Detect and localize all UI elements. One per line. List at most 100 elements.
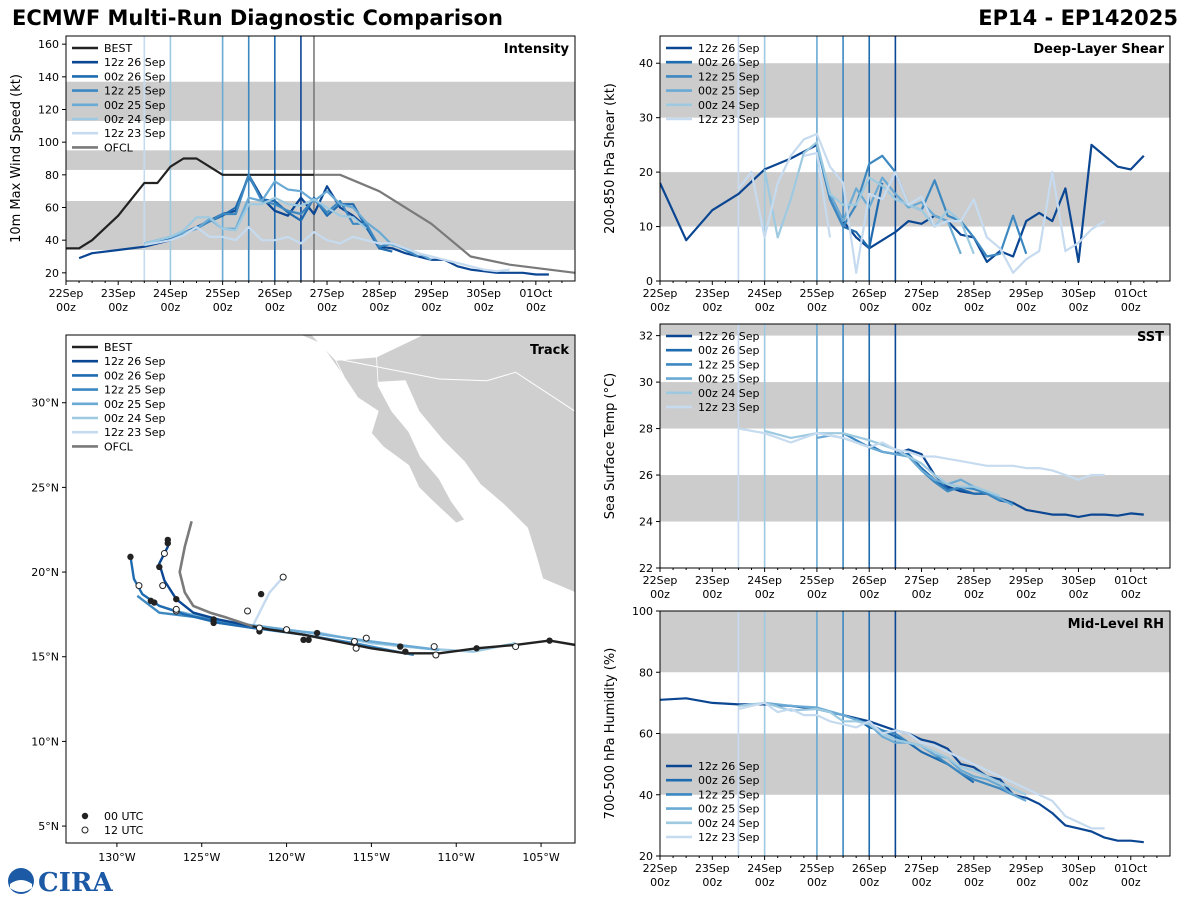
legend-label: 00z 25 Sep <box>698 373 760 386</box>
panel-title: Intensity <box>504 42 570 57</box>
y-tick-label: 20 <box>45 267 59 280</box>
marker-12utc <box>159 582 167 590</box>
marker-12utc <box>279 573 287 581</box>
cira-logo: CIRA <box>8 868 113 896</box>
x-tick-label: 00z <box>1121 588 1141 601</box>
y-tick-label: 32 <box>639 330 653 343</box>
x-tick-label: 00z <box>912 301 932 314</box>
marker-12utc <box>160 549 168 557</box>
legend-marker-00utc <box>81 812 89 820</box>
x-tick-label: 28Sep <box>956 574 991 587</box>
series-line <box>144 173 419 258</box>
x-tick-label: 00z <box>56 301 76 314</box>
marker-00utc <box>397 643 404 650</box>
marker-00utc <box>305 636 312 643</box>
x-tick-label: 30Sep <box>466 287 501 300</box>
legend-label: BEST <box>104 42 132 55</box>
series-line <box>738 701 1105 830</box>
series-line <box>803 152 832 238</box>
x-tick-label: 27Sep <box>904 862 939 875</box>
legend-label: 00z 25 Sep <box>104 99 166 112</box>
x-tick-label: 29Sep <box>414 287 449 300</box>
x-tick-label: 26Sep <box>852 574 887 587</box>
track-line <box>158 604 440 652</box>
y-axis-label: 700-500 hPa Humidity (%) <box>603 648 618 820</box>
marker-00utc <box>402 648 409 655</box>
x-tick-label: 00z <box>1016 876 1036 889</box>
noaa-logo-wave-icon <box>10 880 32 892</box>
x-tick-label: 00z <box>755 588 775 601</box>
x-tick-label: 24Sep <box>747 574 782 587</box>
x-tick-label: 00z <box>807 301 827 314</box>
legend-label: 00z 25 Sep <box>698 85 760 98</box>
y-tick-label: 24 <box>639 516 653 529</box>
y-tick-label: 15°N <box>31 651 59 664</box>
legend-label: 12z 26 Sep <box>698 330 760 343</box>
legend-label: 12z 26 Sep <box>698 760 760 773</box>
y-tick-label: 26 <box>639 469 653 482</box>
x-tick-label: 00z <box>422 301 442 314</box>
x-tick-label: 23Sep <box>695 287 730 300</box>
x-tick-label: 00z <box>755 301 775 314</box>
x-tick-label: 25Sep <box>800 862 835 875</box>
legend-label: 12z 26 Sep <box>104 56 166 69</box>
x-tick-label: 22Sep <box>643 862 678 875</box>
track-line <box>136 594 415 657</box>
plot-area <box>660 324 1170 568</box>
legend-label: 12z 23 Sep <box>698 831 760 844</box>
legend-label: BEST <box>104 341 132 354</box>
x-tick-label: 01Oct <box>1114 574 1148 587</box>
x-tick-label: 00z <box>108 301 128 314</box>
y-tick-label: 20 <box>639 166 653 179</box>
marker-12utc <box>244 607 252 615</box>
storm-id-title: EP14 - EP142025 <box>978 6 1178 30</box>
series-line <box>144 196 367 245</box>
land-baja-california <box>335 356 466 524</box>
panel-intensity: 2040608010012014016022Sep00z23Sep00z24Se… <box>9 35 576 314</box>
legend-label: 12z 25 Sep <box>104 384 166 397</box>
x-tick-label: 00z <box>859 588 879 601</box>
x-tick-label: 00z <box>650 301 670 314</box>
x-tick-label: 00z <box>912 588 932 601</box>
series-line <box>314 173 575 274</box>
x-tick-label: 00z <box>859 876 879 889</box>
x-tick-label: 00z <box>213 301 233 314</box>
x-tick-label: 00z <box>317 301 337 314</box>
x-tick-label: 00z <box>265 301 285 314</box>
y-tick-label: 25°N <box>31 481 59 494</box>
plot-area <box>66 36 575 281</box>
legend-label: 00z 24 Sep <box>104 412 166 425</box>
x-tick-label: 00z <box>807 588 827 601</box>
x-tick-label: 25Sep <box>800 287 835 300</box>
marker-00utc <box>473 645 480 652</box>
marker-00utc <box>156 563 163 571</box>
threshold-band <box>660 611 1170 673</box>
x-tick-label: 00z <box>1016 588 1036 601</box>
legend-label: OFCL <box>104 141 134 154</box>
series-line <box>66 157 314 250</box>
border-line <box>335 358 575 412</box>
threshold-band <box>66 81 575 121</box>
x-tick-label: 26Sep <box>852 862 887 875</box>
y-tick-label: 28 <box>639 423 653 436</box>
marker-00utc <box>546 637 553 644</box>
x-tick-label: 00z <box>807 876 827 889</box>
x-tick-label: 00z <box>964 588 984 601</box>
x-tick-label: 00z <box>1016 301 1036 314</box>
series-line <box>738 427 1105 481</box>
x-tick-label: 28Sep <box>956 862 991 875</box>
y-tick-label: 5°N <box>38 820 59 833</box>
legend-label: 00 UTC <box>104 810 144 823</box>
marker-00utc <box>313 629 321 637</box>
x-tick-label: 24Sep <box>747 862 782 875</box>
x-tick-label: 00z <box>964 876 984 889</box>
threshold-band <box>660 382 1170 429</box>
x-tick-label: 24Sep <box>747 287 782 300</box>
x-tick-label: 00z <box>859 301 879 314</box>
legend-label: 00z 26 Sep <box>104 369 166 382</box>
x-tick-label: 27Sep <box>904 287 939 300</box>
track-line <box>158 538 253 628</box>
panel-track: 130°W 125°W 120°W 115°W 110°W 105°W 5°N 10°N 15°… <box>31 334 576 864</box>
axes-frame <box>65 35 576 282</box>
land-california <box>277 335 345 378</box>
